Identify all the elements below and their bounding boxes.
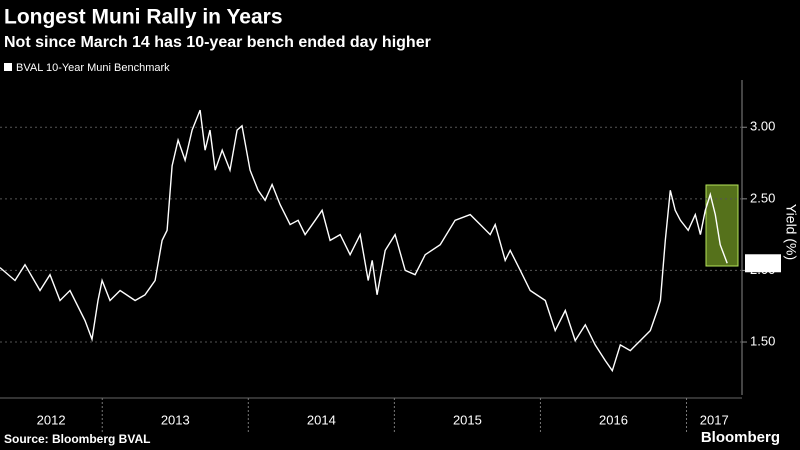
x-tick-label: 2017: [700, 412, 729, 427]
logo: Bloomberg: [701, 429, 780, 446]
last-value-label: 2.05: [750, 255, 775, 270]
x-tick-label: 2015: [453, 412, 482, 427]
line-series: [0, 109, 728, 373]
y-tick-label: 2.50: [750, 190, 775, 205]
chart-title: Longest Muni Rally in Years: [4, 6, 283, 29]
last-value-box: [745, 254, 781, 273]
y-tick-label: 3.00: [750, 119, 775, 134]
chart-subtitle: Not since March 14 has 10-year bench end…: [4, 34, 431, 51]
legend-label: BVAL 10-Year Muni Benchmark: [16, 62, 170, 74]
x-tick-label: 2013: [161, 412, 190, 427]
legend-swatch: [4, 63, 12, 71]
source-note: Source: Bloomberg BVAL: [4, 432, 150, 446]
x-tick-label: 2016: [599, 412, 628, 427]
y-axis-title: Yield (%): [783, 204, 799, 260]
y-tick-label: 1.50: [750, 333, 775, 348]
x-tick-label: 2014: [307, 412, 336, 427]
x-tick-label: 2012: [37, 412, 66, 427]
